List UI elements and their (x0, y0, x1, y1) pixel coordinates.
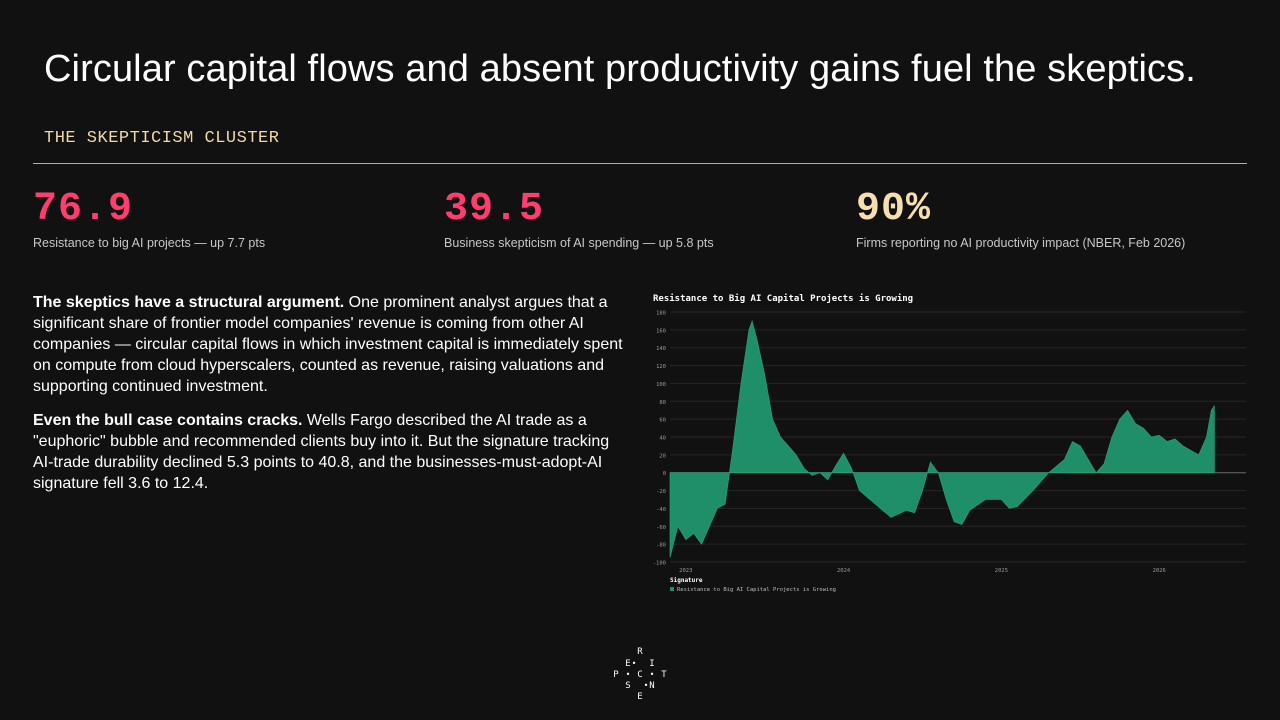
chart-svg: -100 -80 -60 -40 -20 0 20 40 60 80 100 120 140 160 180… (653, 311, 1246, 593)
chart-title: Resistance to Big AI Capital Projects is… (653, 294, 914, 304)
divider (33, 163, 1247, 164)
legend-swatch (670, 587, 674, 591)
legend-label: Resistance to Big AI Capital Projects is… (677, 587, 836, 593)
logo-letter: S (625, 681, 631, 691)
logo-letter: R (637, 647, 643, 657)
stat-description: Resistance to big AI projects — up 7.7 p… (33, 236, 266, 250)
body-text: The skeptics have a structural argument.… (33, 292, 633, 507)
stat-no-productivity: 90% Firms reporting no AI productivity i… (856, 187, 1186, 251)
logo-letter: P (613, 670, 619, 680)
logo-letter: E (637, 692, 643, 702)
y-tick-label: 60 (659, 418, 666, 424)
chart: Resistance to Big AI Capital Projects is… (648, 290, 1248, 595)
y-tick-label: 40 (659, 436, 666, 442)
paragraph-structural-argument: The skeptics have a structural argument.… (33, 292, 633, 397)
stat-description: Firms reporting no AI productivity impac… (856, 236, 1186, 250)
stat-resistance: 76.9 Resistance to big AI projects — up … (33, 187, 266, 251)
y-tick-label: -60 (656, 525, 666, 531)
y-tick-label: 120 (656, 364, 666, 370)
series-area (669, 319, 1215, 558)
legend-title: Signature (670, 577, 703, 584)
x-tick-label: 2025 (995, 568, 1008, 574)
y-tick-label: 0 (663, 471, 666, 477)
stat-description: Business skepticism of AI spending — up … (444, 236, 714, 250)
x-tick-label: 2023 (679, 568, 692, 574)
y-tick-label: 80 (659, 400, 666, 406)
logo-dot: • (625, 670, 631, 679)
logo-letter: I (649, 659, 655, 669)
paragraph-lead: Even the bull case contains cracks. (33, 412, 303, 429)
logo-dot: • (649, 670, 655, 679)
y-tick-label: 160 (656, 328, 666, 334)
y-tick-label: 180 (656, 311, 666, 317)
logo-letter: C (637, 670, 643, 680)
logo-letter: E (625, 659, 631, 669)
paragraph-text: Wells Fargo described the AI trade as a … (33, 412, 610, 492)
logo-letter: T (661, 670, 667, 680)
stat-value: 90% (856, 187, 932, 232)
y-tick-label: -40 (656, 507, 666, 513)
stat-value: 76.9 (33, 187, 134, 232)
logo-dot: • (643, 681, 649, 690)
logo-dot: • (631, 659, 637, 668)
y-tick-label: -100 (653, 561, 666, 567)
paragraph-lead: The skeptics have a structural argument. (33, 294, 345, 311)
paragraph-bull-case: Even the bull case contains cracks. Well… (33, 410, 633, 494)
y-tick-label: -80 (656, 543, 666, 549)
y-tick-label: 100 (656, 382, 666, 388)
y-tick-label: 20 (659, 453, 666, 459)
page-title: Circular capital flows and absent produc… (44, 48, 1196, 90)
logo-letter: N (649, 681, 655, 691)
stat-value: 39.5 (444, 187, 545, 232)
x-tick-label: 2026 (1153, 568, 1166, 574)
stat-business-skepticism: 39.5 Business skepticism of AI spending … (444, 187, 714, 251)
x-tick-label: 2024 (837, 568, 851, 574)
section-label: THE SKEPTICISM CLUSTER (44, 129, 280, 148)
brand-logo: R E I P C T S N E • • • • (610, 644, 670, 704)
y-tick-label: 140 (656, 346, 666, 352)
y-tick-label: -20 (656, 489, 666, 495)
paragraph-text: One prominent analyst argues that a sign… (33, 294, 623, 395)
